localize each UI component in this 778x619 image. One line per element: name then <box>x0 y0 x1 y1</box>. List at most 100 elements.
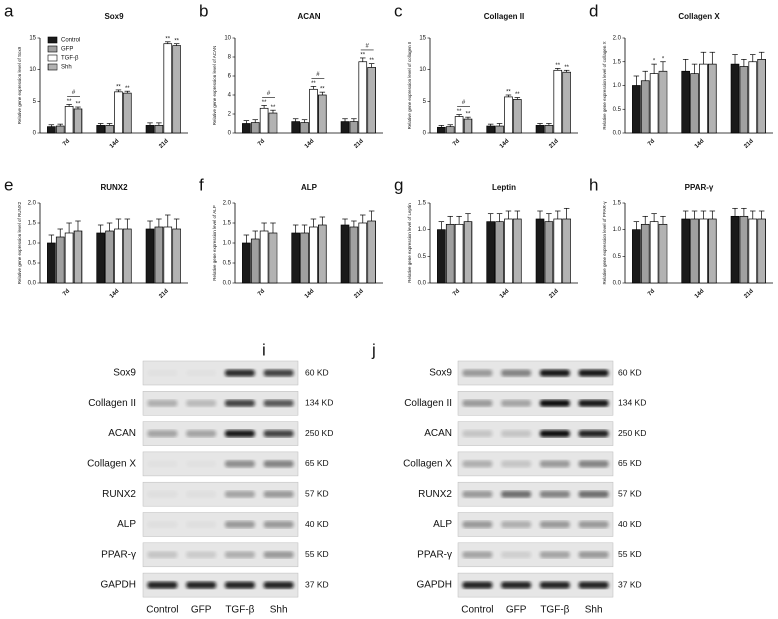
bar <box>681 218 690 284</box>
blot-band <box>539 581 570 589</box>
blot-band <box>186 551 217 559</box>
bar <box>739 66 749 134</box>
chart-title: ACAN <box>297 12 320 21</box>
y-axis-label: Relative gene expression level of RUNX2 <box>17 201 22 284</box>
panel-letter: e <box>4 175 13 194</box>
bar <box>757 59 766 134</box>
y-tick-label: 0 <box>423 131 427 137</box>
chart-title: Collagen II <box>484 12 524 21</box>
blot-band <box>263 430 294 438</box>
blot-band <box>224 551 255 559</box>
y-tick-label: 2.0 <box>223 201 232 207</box>
blot-band <box>501 399 532 407</box>
x-tick-label: 14d <box>109 138 121 150</box>
significance: ** <box>262 100 267 106</box>
bar <box>437 229 446 284</box>
bar <box>64 232 74 284</box>
bar <box>699 218 708 284</box>
y-tick-label: 1.5 <box>418 201 427 207</box>
blot-band <box>578 430 609 438</box>
lane-label: Shh <box>270 605 288 616</box>
lane-label: TGF-β <box>540 605 569 616</box>
panel-letter: c <box>394 1 403 20</box>
bar <box>268 112 278 134</box>
bar <box>73 230 83 284</box>
panel-letter: h <box>589 175 598 194</box>
protein-label: Sox9 <box>113 368 136 379</box>
blot-band <box>539 369 570 377</box>
legend-label: TGF-β <box>61 56 79 62</box>
panel-letter: a <box>4 1 14 20</box>
significance: ** <box>116 85 121 91</box>
size-label: 250 KD <box>618 428 646 438</box>
protein-label: ALP <box>117 519 136 530</box>
y-tick-label: 10 <box>419 67 426 73</box>
x-tick-label: 14d <box>109 288 121 300</box>
protein-label: RUNX2 <box>418 489 452 500</box>
bar <box>445 223 455 284</box>
bar <box>358 222 368 284</box>
x-tick-label: 21d <box>743 138 755 150</box>
bar <box>544 125 554 134</box>
size-label: 134 KD <box>618 398 646 408</box>
bar <box>730 63 740 134</box>
size-label: 57 KD <box>305 488 329 498</box>
bar <box>349 226 359 284</box>
x-tick-label: 14d <box>499 138 511 150</box>
lane-label: Control <box>146 605 178 616</box>
bar <box>632 85 641 134</box>
bar <box>340 224 350 284</box>
lane-label: TGF-β <box>225 605 254 616</box>
size-label: 134 KD <box>305 398 333 408</box>
x-tick-label: 14d <box>499 288 511 300</box>
x-tick-label: 21d <box>548 288 560 300</box>
blot-band <box>147 581 178 589</box>
blot-band <box>501 551 532 559</box>
x-tick-label: 14d <box>694 288 706 300</box>
bar <box>318 224 327 284</box>
bar <box>64 106 74 134</box>
legend-label: GFP <box>61 47 73 53</box>
panel-letter: j <box>371 340 376 359</box>
blot-band <box>186 581 217 589</box>
bar <box>145 228 155 284</box>
y-tick-label: 0 <box>228 131 232 137</box>
significance: ** <box>271 105 276 111</box>
bracket-label: # <box>267 91 271 97</box>
blot-band <box>147 399 178 407</box>
y-axis-label: Relative gene expression level of collag… <box>602 41 607 129</box>
blot-band <box>263 521 294 528</box>
size-label: 65 KD <box>305 458 329 468</box>
blot-band <box>147 491 177 498</box>
bar <box>105 230 114 284</box>
lane-label: Control <box>461 605 493 616</box>
bar <box>463 221 473 284</box>
bar <box>250 238 260 284</box>
significance: ** <box>125 86 130 92</box>
bar <box>454 223 464 284</box>
bar <box>486 221 495 284</box>
bar <box>55 236 65 284</box>
bar <box>553 218 563 284</box>
protein-label: ACAN <box>424 428 452 439</box>
significance: ** <box>174 38 179 44</box>
legend-swatch <box>47 45 58 53</box>
bar <box>445 126 455 134</box>
bar <box>553 69 563 134</box>
x-tick-label: 7d <box>257 288 266 297</box>
chart-title: Collagen X <box>678 12 720 21</box>
blot-band <box>147 430 178 438</box>
bar <box>259 107 269 134</box>
significance: ** <box>457 109 462 115</box>
bar <box>544 221 554 284</box>
panel-letter: f <box>199 175 204 194</box>
bar <box>309 88 318 134</box>
size-label: 40 KD <box>618 519 642 529</box>
blot-band <box>539 430 570 438</box>
bar <box>105 125 114 134</box>
size-label: 57 KD <box>618 488 642 498</box>
blot-band <box>263 551 294 559</box>
bar <box>454 116 464 134</box>
bar <box>649 73 659 134</box>
blot-band <box>224 581 255 589</box>
